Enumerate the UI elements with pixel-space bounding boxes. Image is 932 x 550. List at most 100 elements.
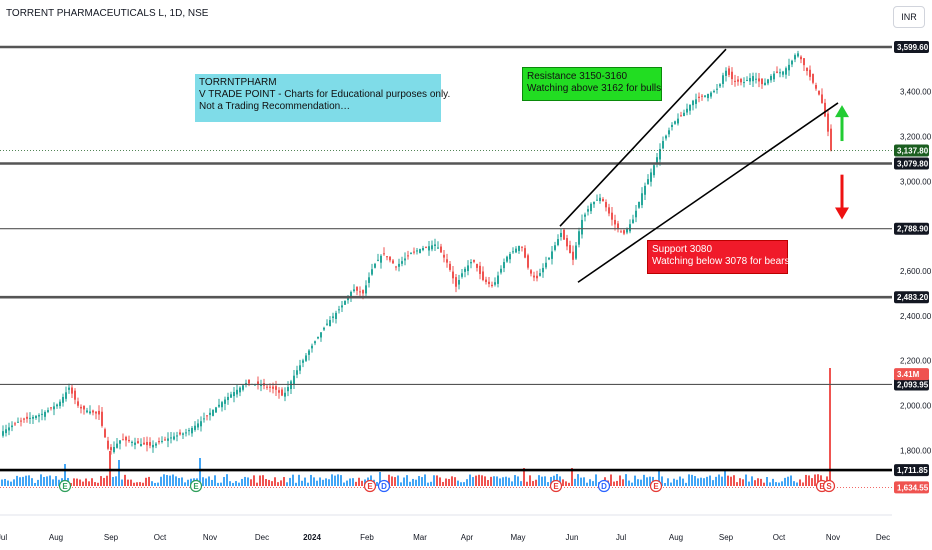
price-badge <box>894 378 929 391</box>
candle-body <box>86 410 88 413</box>
event-marker-icon <box>649 479 663 493</box>
candle-body <box>707 93 709 99</box>
candle-body <box>359 291 361 293</box>
candle-body <box>545 262 547 268</box>
volume-bar <box>307 482 309 486</box>
price-axis[interactable]: 3,400.00 3,200.00 3,000.00 2,600.00 2,400.00… <box>892 0 932 515</box>
candle-body <box>428 246 430 251</box>
volume-bar <box>109 451 111 486</box>
time-axis[interactable]: Jul Aug Sep Oct Nov Dec 2024 Feb Mar Apr May Jun Jul… <box>0 514 892 542</box>
time-tick-label: Nov <box>203 533 217 542</box>
candle-body <box>683 112 685 117</box>
candle-body <box>566 238 568 247</box>
candle-body <box>614 219 616 225</box>
candle-body <box>485 279 487 283</box>
candle-body <box>65 392 67 399</box>
candle-body <box>143 442 145 445</box>
volume-bar <box>19 477 21 486</box>
volume-bar <box>418 476 420 486</box>
volume-bar <box>46 476 48 486</box>
candle-body <box>266 386 268 388</box>
volume-bar <box>310 474 312 486</box>
volume-bar <box>511 481 513 486</box>
volume-bar <box>253 475 255 486</box>
volume-bar <box>664 482 666 486</box>
candle-body <box>155 443 157 446</box>
volume-bar <box>190 478 192 486</box>
candle-body <box>329 320 331 327</box>
candle-body <box>665 135 667 139</box>
candle-body <box>584 214 586 217</box>
volume-bar <box>100 476 102 486</box>
candle-body <box>626 228 628 233</box>
candle-body <box>737 79 739 82</box>
volume-bar <box>295 482 297 486</box>
candle-body <box>659 149 661 160</box>
volume-bar <box>40 474 42 486</box>
candle-body <box>71 387 73 394</box>
volume-bar <box>328 479 330 486</box>
candle-body <box>299 365 301 371</box>
info-annotation[interactable]: TORRNTPHARM V TRADE POINT - Charts for E… <box>195 74 450 122</box>
candle-body <box>152 444 154 448</box>
candle-body <box>113 446 115 453</box>
volume-bar <box>538 475 540 486</box>
volume-bar <box>343 482 345 486</box>
candle-body <box>563 229 565 240</box>
volume-bar <box>643 474 645 486</box>
candle-body <box>242 385 244 390</box>
event-marker-icon <box>377 479 391 493</box>
volume-bar <box>55 476 57 486</box>
candle-body <box>20 420 22 422</box>
candle-body <box>803 58 805 66</box>
volume-bar <box>184 482 186 486</box>
candle-body <box>467 265 469 272</box>
volume-bar <box>571 468 573 486</box>
candle-body <box>728 68 730 75</box>
candle-body <box>704 95 706 97</box>
candle-body <box>365 285 367 294</box>
candle-body <box>641 193 643 206</box>
volume-bar <box>181 477 183 486</box>
volume-bar <box>175 476 177 486</box>
volume-bar <box>304 477 306 486</box>
support-annotation[interactable]: Support 3080 Watching below 3078 for bea… <box>647 240 790 274</box>
volume-bar <box>316 480 318 486</box>
candle-body <box>596 199 598 201</box>
volume-bar <box>250 479 252 486</box>
volume-bar <box>391 476 393 486</box>
volume-bar <box>424 474 426 486</box>
volume-bar <box>772 478 774 486</box>
volume-bar <box>388 474 390 486</box>
time-tick-label: Oct <box>773 533 786 542</box>
time-tick-label: Nov <box>826 533 840 542</box>
price-tick-label: 1,800.00 <box>900 446 932 455</box>
volume-bar <box>574 478 576 486</box>
volume-bar <box>106 475 108 486</box>
volume-bar <box>427 482 429 486</box>
volume-bar <box>769 482 771 486</box>
candle-body <box>794 55 796 60</box>
volume-bar <box>346 480 348 486</box>
price-badge-label: 1,711.85 <box>897 466 928 475</box>
currency-button[interactable]: INR <box>893 6 925 28</box>
candle-body <box>38 415 40 417</box>
volume-bar <box>283 477 285 486</box>
volume-bar <box>433 475 435 486</box>
resistance-annotation[interactable]: Resistance 3150-3160 Watching above 3162… <box>522 67 662 101</box>
candle-body <box>407 255 409 257</box>
candle-body <box>167 438 169 441</box>
candle-body <box>209 412 211 415</box>
event-marker-label: E <box>193 482 199 491</box>
event-marker-icon <box>58 479 72 493</box>
volume-bar <box>208 476 210 486</box>
arrows-layer <box>835 105 849 220</box>
volume-bar <box>229 481 231 486</box>
volume-bar <box>811 478 813 486</box>
volume-bar <box>754 480 756 486</box>
volume-bar <box>172 474 174 486</box>
volume-bar <box>688 474 690 486</box>
volume-bar <box>721 476 723 486</box>
event-marker-icon <box>597 479 611 493</box>
